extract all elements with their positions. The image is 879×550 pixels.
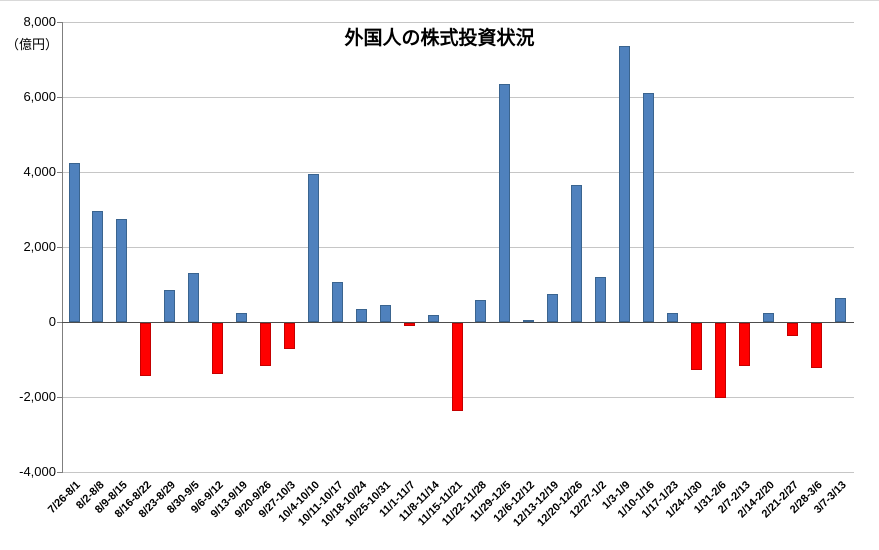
gridline	[62, 97, 854, 98]
gridline	[62, 172, 854, 173]
bar-positive	[331, 281, 343, 322]
bar-positive	[523, 320, 535, 323]
bar-positive	[355, 308, 367, 322]
bar-negative	[738, 323, 750, 367]
bar-negative	[690, 323, 702, 370]
bar-positive	[547, 293, 559, 322]
bar-negative	[714, 323, 726, 398]
y-axis-tick-label: -4,000	[19, 464, 56, 479]
bar-negative	[451, 323, 463, 412]
chart-title: 外国人の株式投資状況	[344, 28, 535, 49]
bar-negative	[786, 323, 798, 337]
y-axis-tick-label: 6,000	[23, 89, 56, 104]
bar-positive	[164, 290, 176, 322]
bar-negative	[212, 323, 224, 374]
bar-negative	[403, 323, 415, 326]
bar-positive	[307, 173, 319, 322]
y-axis-tick	[57, 97, 62, 98]
gridline	[62, 247, 854, 248]
bar-positive	[834, 297, 846, 322]
bar-positive	[236, 313, 247, 322]
y-axis-tick	[57, 22, 62, 23]
y-axis-tick-label: 0	[48, 314, 56, 329]
bar-positive	[499, 83, 511, 322]
y-axis-line	[62, 22, 63, 473]
bar-positive	[571, 185, 583, 322]
bar-positive	[619, 46, 631, 322]
bar-positive	[667, 312, 678, 322]
bar-positive	[595, 277, 607, 322]
bar-positive	[92, 211, 104, 322]
bar-negative	[810, 323, 822, 368]
y-axis-tick	[57, 172, 62, 173]
y-axis-tick-label: 4,000	[23, 164, 56, 179]
bar-positive	[762, 312, 774, 322]
bar-positive	[116, 218, 128, 322]
y-axis-tick	[57, 247, 62, 248]
bar-positive	[188, 273, 200, 323]
bar-positive	[475, 299, 487, 322]
gridline	[62, 22, 854, 23]
y-axis-tick	[57, 322, 62, 323]
bar-positive	[379, 305, 391, 322]
x-axis-zero-line	[62, 322, 854, 323]
y-axis-tick-label: 2,000	[23, 239, 56, 254]
gridline	[62, 472, 854, 473]
y-axis-unit-label: （億円）	[6, 37, 59, 52]
bar-negative	[283, 323, 295, 350]
y-axis-tick	[57, 397, 62, 398]
bar-positive	[427, 314, 439, 322]
y-axis-tick-label: 8,000	[23, 14, 56, 29]
bar-positive	[68, 162, 80, 322]
y-axis-tick	[57, 472, 62, 473]
x-axis-category-label: 7/26-8/1	[45, 479, 83, 517]
bar-positive	[643, 93, 654, 323]
bar-negative	[260, 323, 271, 367]
bar-negative	[140, 323, 152, 376]
y-axis-tick-label: -2,000	[19, 389, 56, 404]
